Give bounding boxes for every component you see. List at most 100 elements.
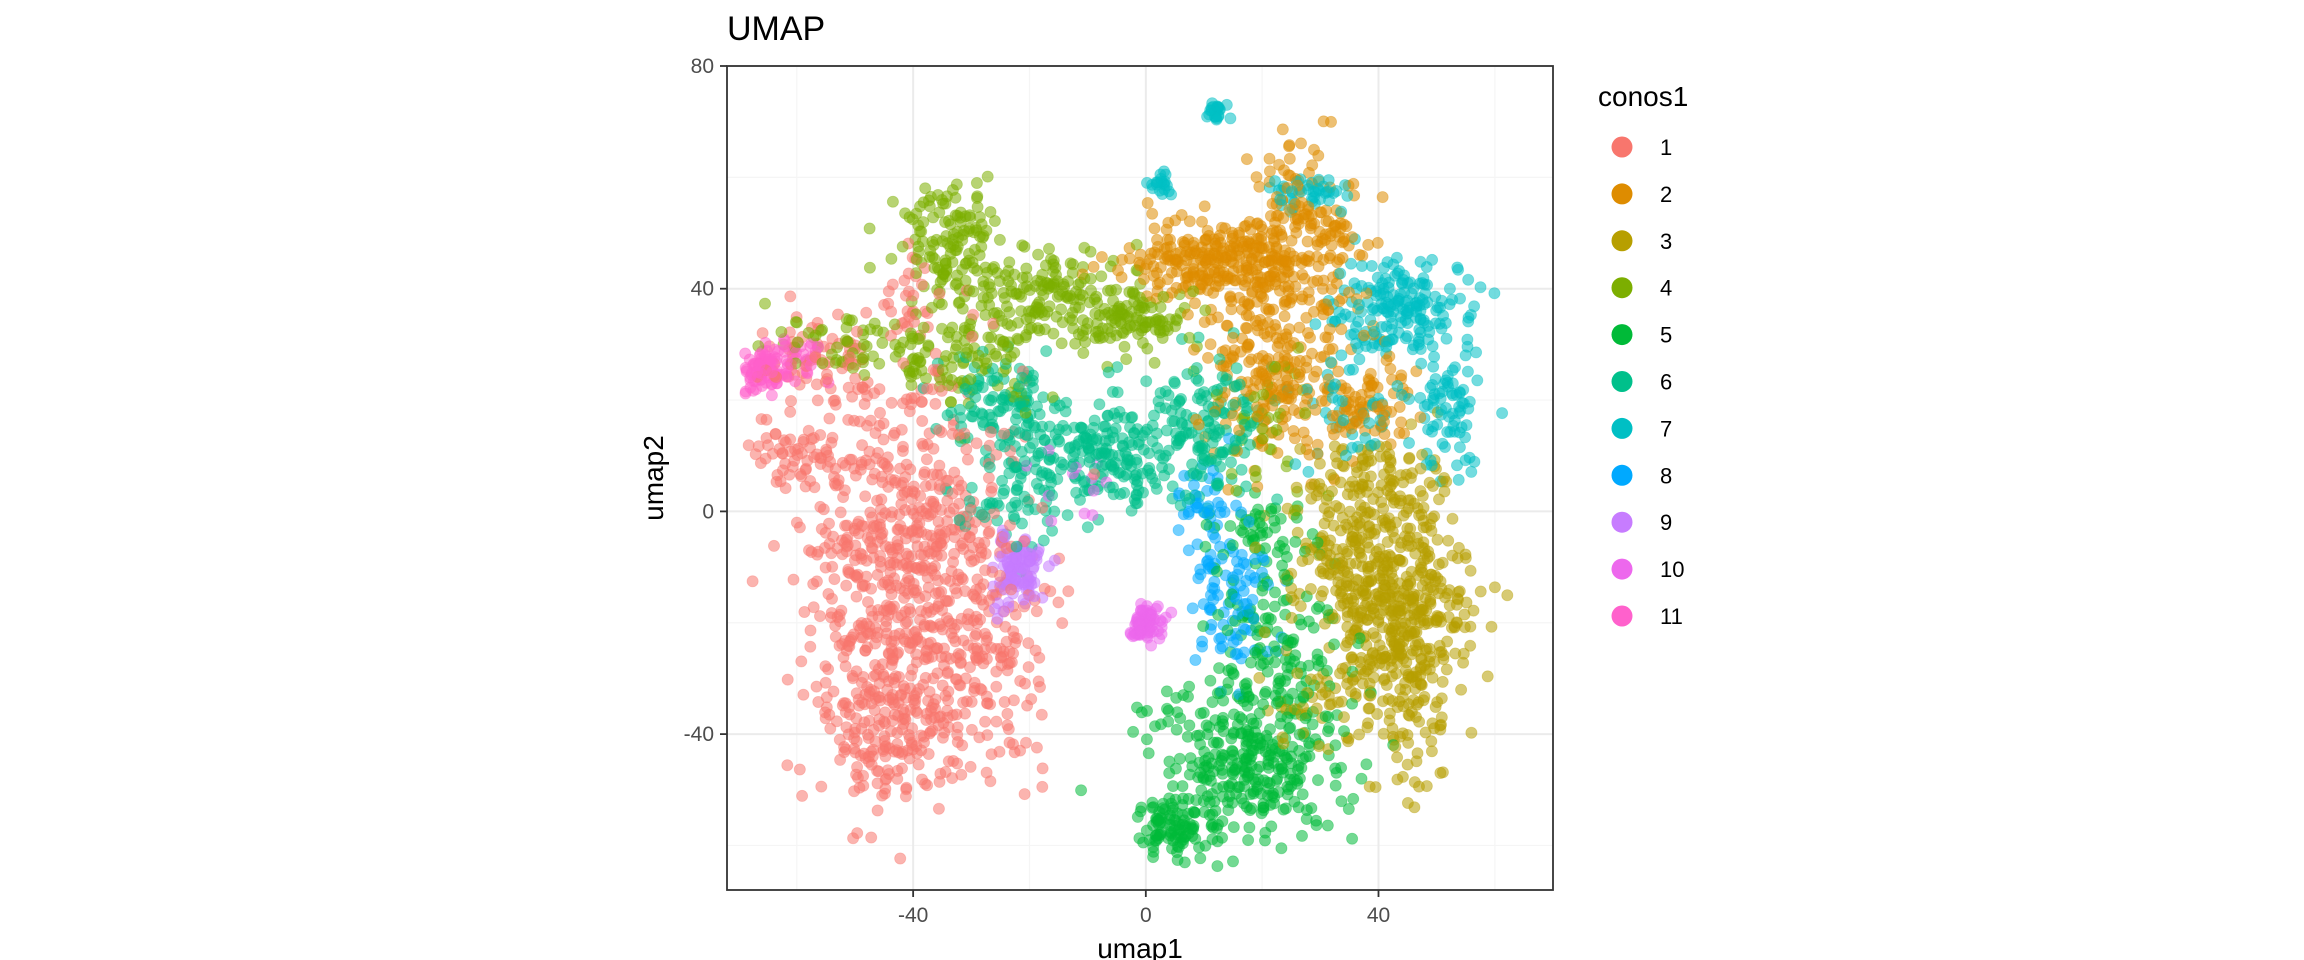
data-point-cluster-3 <box>1330 499 1343 512</box>
data-point-cluster-7 <box>1427 360 1440 373</box>
data-point-cluster-2 <box>1116 253 1129 266</box>
data-point-cluster-1 <box>1030 741 1043 754</box>
data-point-cluster-1 <box>979 715 992 728</box>
data-point-cluster-1 <box>980 766 993 779</box>
data-point-cluster-3 <box>1357 667 1370 680</box>
data-point-cluster-7 <box>1429 372 1442 385</box>
data-point-cluster-3 <box>1436 556 1449 569</box>
data-point-cluster-7 <box>1461 340 1474 353</box>
data-point-cluster-4 <box>960 257 973 270</box>
data-point-cluster-3 <box>1314 565 1327 578</box>
data-point-cluster-4 <box>906 213 919 226</box>
data-point-cluster-1 <box>880 615 893 628</box>
data-point-cluster-3 <box>1440 663 1453 676</box>
data-point-cluster-7 <box>1385 323 1398 336</box>
data-point-cluster-7 <box>1415 357 1428 370</box>
data-point-cluster-6 <box>1102 409 1115 422</box>
data-point-cluster-4 <box>939 254 952 267</box>
data-point-cluster-1 <box>953 497 966 510</box>
data-point-cluster-1 <box>798 606 811 619</box>
data-point-cluster-2 <box>1378 415 1391 428</box>
data-point-cluster-2 <box>1198 200 1211 213</box>
data-point-cluster-7 <box>1450 388 1463 401</box>
data-point-cluster-9 <box>1025 570 1038 583</box>
data-point-cluster-4 <box>1299 407 1312 420</box>
data-point-cluster-1 <box>904 463 917 476</box>
data-point-cluster-7 <box>1334 267 1347 280</box>
data-point-cluster-3 <box>1355 551 1368 564</box>
data-point-cluster-3 <box>1304 583 1317 596</box>
data-point-cluster-3 <box>1302 553 1315 566</box>
data-point-cluster-1 <box>1007 694 1020 707</box>
data-point-cluster-1 <box>823 537 836 550</box>
data-point-cluster-1 <box>869 427 882 440</box>
data-point-cluster-7 <box>1441 376 1454 389</box>
data-point-cluster-5 <box>1312 774 1325 787</box>
data-point-cluster-4 <box>993 233 1006 246</box>
data-point-cluster-2 <box>1256 349 1269 362</box>
data-point-cluster-4 <box>1115 302 1128 315</box>
data-point-cluster-3 <box>1358 501 1371 514</box>
data-point-cluster-4 <box>1157 290 1170 303</box>
data-point-cluster-6 <box>1163 463 1176 476</box>
data-point-cluster-1 <box>833 733 846 746</box>
data-point-cluster-6 <box>1271 493 1284 506</box>
data-point-cluster-6 <box>953 514 966 527</box>
data-point-cluster-3 <box>1361 721 1374 734</box>
data-point-cluster-8 <box>1189 654 1202 667</box>
data-point-cluster-7 <box>1421 398 1434 411</box>
data-point-cluster-5 <box>1206 808 1219 821</box>
data-point-cluster-1 <box>1036 501 1049 514</box>
data-point-cluster-7 <box>1380 340 1393 353</box>
data-point-cluster-8 <box>1235 506 1248 519</box>
data-point-cluster-1 <box>796 789 809 802</box>
data-point-cluster-1 <box>905 492 918 505</box>
data-point-cluster-2 <box>1176 259 1189 272</box>
data-point-cluster-7 <box>1440 332 1453 345</box>
data-point-cluster-5 <box>1131 701 1144 714</box>
data-point-cluster-8 <box>1172 524 1185 537</box>
data-point-cluster-3 <box>1428 722 1441 735</box>
data-point-cluster-6 <box>1114 466 1127 479</box>
data-point-cluster-3 <box>1379 591 1392 604</box>
data-point-cluster-4 <box>988 214 1001 227</box>
data-point-cluster-5 <box>1194 852 1207 865</box>
data-point-cluster-1 <box>785 394 798 407</box>
data-point-cluster-5 <box>1179 830 1192 843</box>
data-point-cluster-7 <box>1435 408 1448 421</box>
data-point-cluster-1 <box>817 503 830 516</box>
data-point-cluster-1 <box>893 671 906 684</box>
data-point-cluster-10 <box>1087 484 1100 497</box>
data-point-cluster-2 <box>1281 266 1294 279</box>
data-point-cluster-1 <box>912 758 925 771</box>
data-point-cluster-1 <box>870 520 883 533</box>
data-point-cluster-4 <box>924 244 937 257</box>
data-point-cluster-5 <box>1297 690 1310 703</box>
data-point-cluster-2 <box>1393 400 1406 413</box>
data-point-cluster-7 <box>1302 465 1315 478</box>
data-point-cluster-8 <box>1201 508 1214 521</box>
data-point-cluster-1 <box>1005 583 1018 596</box>
data-point-cluster-5 <box>1233 711 1246 724</box>
data-point-cluster-1 <box>820 443 833 456</box>
data-point-cluster-3 <box>1349 687 1362 700</box>
data-point-cluster-2 <box>1340 220 1353 233</box>
data-point-cluster-4 <box>863 261 876 274</box>
data-point-cluster-7 <box>1403 436 1416 449</box>
data-point-cluster-1 <box>915 729 928 742</box>
data-point-cluster-6 <box>1190 361 1203 374</box>
data-point-cluster-2 <box>1202 351 1215 364</box>
data-point-cluster-1 <box>858 397 871 410</box>
data-point-cluster-2 <box>1343 386 1356 399</box>
data-point-cluster-3 <box>1291 667 1304 680</box>
data-point-cluster-4 <box>1256 422 1269 435</box>
data-point-cluster-1 <box>784 290 797 303</box>
data-point-cluster-2 <box>1301 434 1314 447</box>
data-point-cluster-1 <box>821 372 834 385</box>
data-point-cluster-5 <box>1157 802 1170 815</box>
data-point-cluster-8 <box>1234 579 1247 592</box>
data-point-cluster-1 <box>848 785 861 798</box>
data-point-cluster-7 <box>1461 365 1474 378</box>
data-point-cluster-2 <box>1226 331 1239 344</box>
data-point-cluster-4 <box>941 331 954 344</box>
